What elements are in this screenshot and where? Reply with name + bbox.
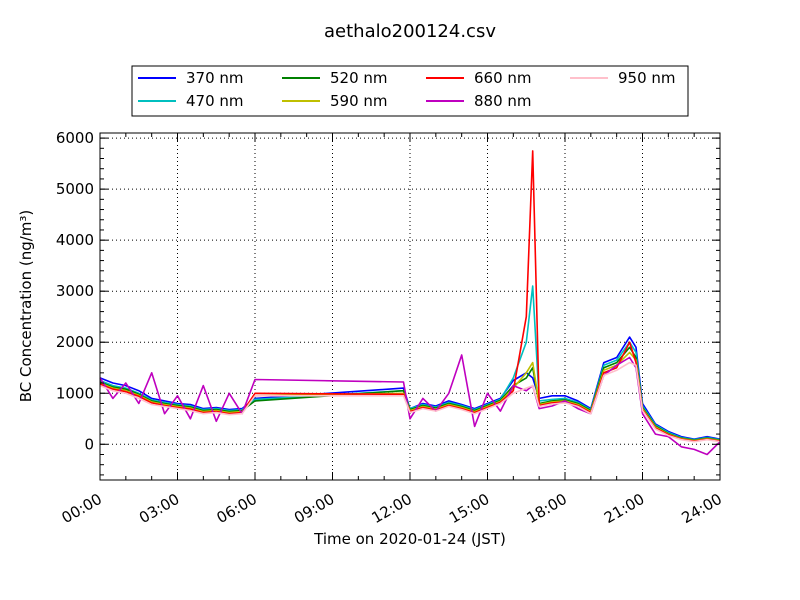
y-tick-label: 1000 (56, 384, 94, 402)
legend-label: 660 nm (474, 69, 532, 87)
legend-item: 470 nm (138, 92, 244, 110)
grid-lines (100, 133, 720, 480)
plot-area (99, 132, 721, 481)
x-tick-label: 15:00 (446, 490, 492, 527)
x-tick-label: 21:00 (601, 490, 647, 527)
chart-title: aethalo200124.csv (324, 21, 496, 42)
legend-item: 370 nm (138, 69, 244, 87)
y-tick-label: 5000 (56, 180, 94, 198)
legend-label: 590 nm (330, 92, 388, 110)
legend-label: 880 nm (474, 92, 532, 110)
y-axis-tick-labels: 0 1000 2000 3000 4000 5000 6000 (56, 129, 94, 453)
legend-label: 470 nm (186, 92, 244, 110)
series-line-950-nm (99, 361, 721, 443)
plot-frame (100, 133, 720, 480)
legend-item: 520 nm (282, 69, 388, 87)
y-tick-label: 6000 (56, 129, 94, 147)
x-axis-tick-labels: 00:00 03:00 06:00 09:00 12:00 15:00 18:00 21:00… (59, 490, 725, 527)
legend-item: 590 nm (282, 92, 388, 110)
x-tick-label: 03:00 (136, 490, 182, 527)
x-tick-label: 06:00 (214, 490, 260, 527)
legend-item: 880 nm (426, 92, 532, 110)
legend: 370 nm 470 nm 520 nm 590 nm 660 nm 880 nm 950 … (131, 65, 689, 117)
y-tick-label: 4000 (56, 231, 94, 249)
plot-border (99, 132, 721, 481)
y-tick-label: 3000 (56, 282, 94, 300)
legend-item: 950 nm (570, 69, 676, 87)
legend-items: 370 nm 470 nm 520 nm 590 nm 660 nm 880 nm 950 … (138, 69, 676, 110)
legend-box (131, 65, 689, 117)
x-tick-label: 18:00 (524, 490, 570, 527)
x-tick-label: 12:00 (369, 490, 415, 527)
y-tick-label: 2000 (56, 333, 94, 351)
series-lines (99, 150, 721, 456)
legend-label: 950 nm (618, 69, 676, 87)
y-tick-label: 0 (84, 435, 94, 453)
legend-label: 520 nm (330, 69, 388, 87)
x-tick-label: 09:00 (291, 490, 337, 527)
x-tick-label: 00:00 (59, 490, 105, 527)
legend-item: 660 nm (426, 69, 532, 87)
x-axis-label: Time on 2020-01-24 (JST) (313, 530, 506, 548)
legend-label: 370 nm (186, 69, 244, 87)
x-tick-label: 24:00 (679, 490, 725, 527)
y-axis-label: BC Concentration (ng/m³) (17, 210, 35, 403)
